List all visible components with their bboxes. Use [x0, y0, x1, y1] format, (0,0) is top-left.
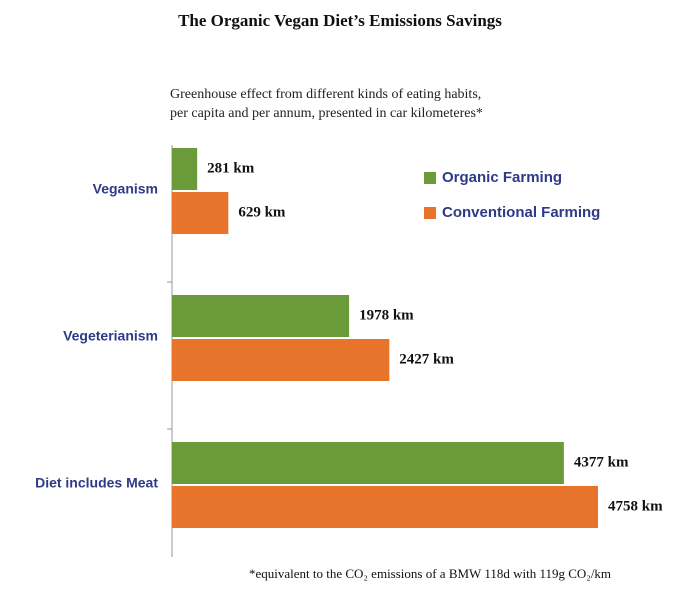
bar [172, 192, 229, 234]
bar [172, 442, 564, 484]
value-label: 2427 km [399, 351, 454, 367]
value-label: 4377 km [574, 454, 629, 470]
bar [172, 295, 350, 337]
subtitle: Greenhouse effect from different kinds o… [170, 87, 481, 102]
legend-swatch [424, 207, 436, 219]
subtitle: per capita and per annum, presented in c… [170, 106, 483, 121]
legend-label: Organic Farming [442, 169, 562, 186]
category-label: Diet includes Meat [35, 475, 158, 491]
bar [172, 148, 198, 190]
category-label: Vegeterianism [63, 328, 158, 344]
footnote: *equivalent to the CO₂ emissions of a BM… [249, 566, 611, 581]
value-label: 1978 km [359, 307, 414, 323]
chart-title: The Organic Vegan Diet’s Emissions Savin… [178, 11, 502, 30]
category-label: Veganism [93, 181, 158, 197]
legend-swatch [424, 172, 436, 184]
value-label: 4758 km [608, 498, 663, 514]
legend-label: Conventional Farming [442, 204, 600, 221]
value-label: 281 km [207, 160, 255, 176]
bar [172, 486, 598, 528]
bar [172, 339, 390, 381]
value-label: 629 km [238, 204, 286, 220]
